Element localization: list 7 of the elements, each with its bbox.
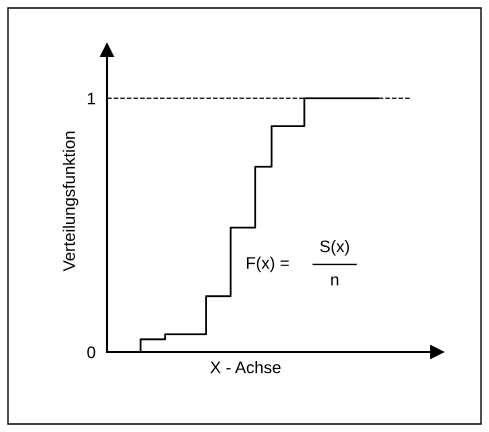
y-axis-title: Verteilungsfunktion [62,132,78,272]
x-axis-title: X - Achse [210,361,281,374]
annotation: F(x) = [246,256,289,272]
annotation: n [331,276,338,286]
y-tick-label: 0 [87,346,96,358]
y-tick-label: 1 [88,92,96,104]
annotation: S(x) [320,240,349,256]
